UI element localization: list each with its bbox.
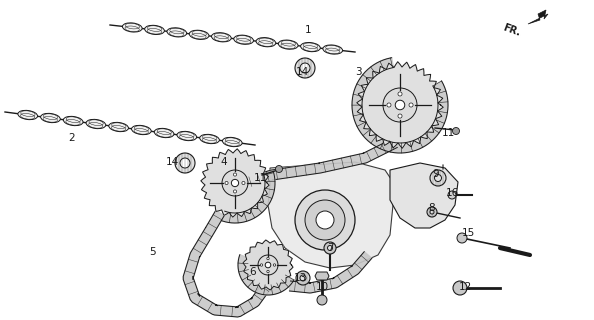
Circle shape — [242, 181, 245, 185]
Ellipse shape — [211, 33, 231, 42]
Ellipse shape — [86, 119, 106, 129]
Ellipse shape — [222, 137, 242, 147]
Circle shape — [398, 114, 402, 118]
Text: 3: 3 — [355, 67, 361, 77]
Text: 11: 11 — [254, 173, 267, 183]
Circle shape — [296, 271, 310, 285]
Text: 7: 7 — [327, 243, 333, 253]
Circle shape — [233, 190, 236, 193]
Circle shape — [295, 58, 315, 78]
Ellipse shape — [18, 110, 37, 120]
Ellipse shape — [64, 116, 83, 126]
Circle shape — [317, 295, 327, 305]
Circle shape — [305, 200, 345, 240]
Circle shape — [387, 103, 391, 107]
Text: 5: 5 — [148, 247, 155, 257]
Circle shape — [430, 210, 434, 214]
Circle shape — [457, 233, 467, 243]
Circle shape — [383, 88, 417, 122]
Text: 16: 16 — [446, 188, 459, 198]
Polygon shape — [352, 58, 448, 153]
Ellipse shape — [131, 125, 151, 135]
Text: 14: 14 — [295, 67, 309, 77]
Polygon shape — [183, 211, 272, 317]
Ellipse shape — [323, 45, 343, 54]
Circle shape — [231, 180, 239, 187]
Ellipse shape — [177, 131, 197, 141]
Polygon shape — [357, 62, 443, 148]
Text: 11: 11 — [441, 128, 454, 138]
Polygon shape — [528, 10, 548, 24]
Ellipse shape — [200, 134, 219, 144]
Circle shape — [180, 158, 190, 168]
Circle shape — [453, 281, 467, 295]
Circle shape — [434, 174, 441, 181]
Ellipse shape — [279, 40, 298, 49]
Text: 1: 1 — [305, 25, 311, 35]
Polygon shape — [201, 149, 269, 217]
Circle shape — [427, 207, 437, 217]
Text: FR.: FR. — [502, 22, 522, 38]
Circle shape — [265, 262, 271, 268]
Circle shape — [453, 127, 460, 134]
Circle shape — [267, 270, 269, 273]
Circle shape — [175, 153, 195, 173]
Circle shape — [324, 242, 336, 254]
Circle shape — [260, 264, 263, 266]
Circle shape — [222, 170, 248, 196]
Ellipse shape — [154, 128, 174, 138]
Circle shape — [430, 170, 446, 186]
Text: 4: 4 — [221, 157, 228, 167]
Circle shape — [295, 190, 355, 250]
Circle shape — [258, 255, 278, 275]
Circle shape — [276, 165, 283, 172]
Circle shape — [300, 63, 310, 73]
Ellipse shape — [167, 28, 187, 37]
Text: 12: 12 — [459, 282, 472, 292]
Circle shape — [327, 245, 333, 251]
Polygon shape — [289, 252, 372, 293]
Polygon shape — [222, 173, 275, 223]
Text: 2: 2 — [69, 133, 75, 143]
Ellipse shape — [234, 35, 254, 44]
Polygon shape — [243, 240, 293, 290]
Text: 8: 8 — [429, 203, 435, 213]
Circle shape — [300, 275, 306, 281]
Polygon shape — [268, 162, 395, 268]
Circle shape — [225, 181, 228, 185]
Text: 15: 15 — [462, 228, 475, 238]
Ellipse shape — [109, 122, 128, 132]
Ellipse shape — [256, 37, 276, 47]
Circle shape — [395, 100, 405, 110]
Text: 9: 9 — [432, 169, 440, 179]
Circle shape — [448, 191, 456, 199]
Text: 14: 14 — [165, 157, 179, 167]
Circle shape — [233, 173, 236, 176]
Text: 13: 13 — [293, 273, 307, 283]
Polygon shape — [245, 139, 397, 188]
Polygon shape — [315, 272, 329, 280]
Text: 6: 6 — [249, 267, 257, 277]
Ellipse shape — [122, 23, 142, 32]
Circle shape — [267, 257, 269, 260]
Ellipse shape — [40, 113, 60, 123]
Ellipse shape — [189, 30, 209, 39]
Circle shape — [273, 264, 276, 266]
Circle shape — [316, 211, 334, 229]
Text: 10: 10 — [315, 282, 328, 292]
Circle shape — [398, 92, 402, 96]
Polygon shape — [390, 163, 458, 228]
Ellipse shape — [301, 43, 320, 52]
Circle shape — [409, 103, 413, 107]
Polygon shape — [238, 255, 294, 295]
Ellipse shape — [145, 25, 165, 35]
